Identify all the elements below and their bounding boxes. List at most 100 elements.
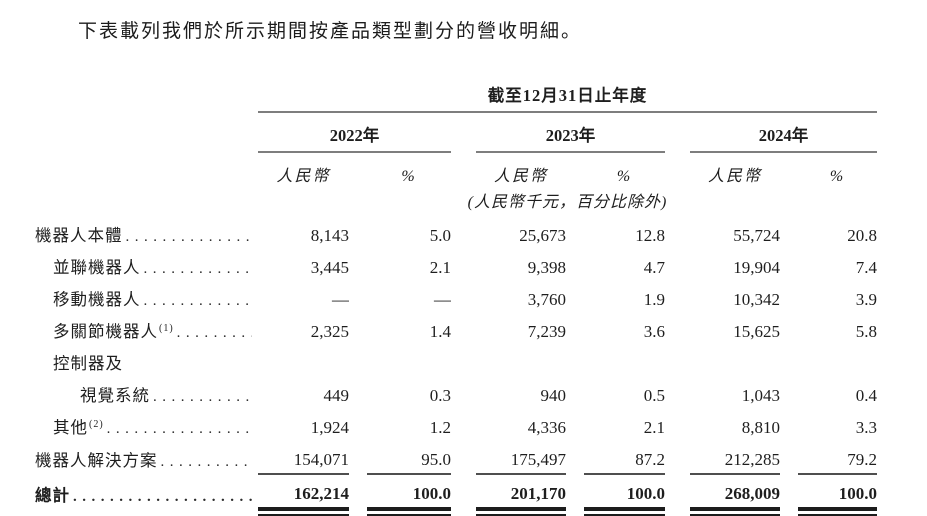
- table-row: 移動機器人...................................…: [35, 281, 877, 313]
- cell-value: 5.0: [429, 226, 451, 245]
- cell-value: [798, 345, 877, 377]
- column-gap: [566, 152, 584, 186]
- cell-value: 162,214: [258, 474, 349, 511]
- cell-value: 940: [540, 386, 567, 405]
- revenue-by-product-table: 截至12月31日止年度 2022年 2023年 2024年 人民幣 % 人民幣 …: [35, 82, 877, 516]
- cell-value: 79.2: [798, 441, 877, 475]
- cell-value: 8,810: [741, 418, 780, 437]
- row-label: 視覺系統....................................…: [35, 377, 258, 409]
- percent-column-header: %: [829, 168, 846, 185]
- column-gap: [349, 152, 367, 186]
- column-gap: [780, 509, 798, 515]
- cell-value: 3.6: [643, 322, 665, 341]
- cell-value: [476, 345, 566, 377]
- unit-note-row: (人民幣千元，百分比除外): [35, 186, 877, 217]
- label-spacer: [35, 509, 258, 515]
- column-gap: [665, 217, 690, 249]
- cell-value: [367, 345, 451, 377]
- column-gap: [349, 377, 367, 409]
- cell-value: [258, 345, 349, 377]
- cell-value: 3.3: [855, 418, 877, 437]
- row-label: 並聯機器人...................................…: [35, 249, 258, 281]
- cell-value: —: [332, 290, 349, 309]
- column-gap: [451, 474, 476, 509]
- row-label-text: 多關節機器人(1): [53, 322, 174, 341]
- column-gap: [780, 217, 798, 249]
- unit-header-row: 人民幣 % 人民幣 % 人民幣 %: [35, 152, 877, 186]
- row-label-text: 控制器及: [53, 354, 123, 373]
- leader-dots: ........................................…: [73, 489, 252, 505]
- leader-dots: ........................................…: [160, 454, 253, 470]
- year-header-2023: 2023年: [476, 112, 665, 153]
- column-gap: [451, 112, 476, 152]
- period-header: 截至12月31日止年度: [258, 82, 877, 113]
- footnote-marker: (2): [89, 418, 104, 430]
- leader-dots: ........................................…: [143, 261, 253, 277]
- column-gap: [451, 345, 476, 377]
- table-row: 並聯機器人...................................…: [35, 249, 877, 281]
- column-gap: [451, 377, 476, 409]
- column-gap: [665, 509, 690, 515]
- cell-value: 212,285: [690, 441, 780, 475]
- row-label: 多關節機器人(1)...............................…: [35, 313, 258, 345]
- cell-value: 154,071: [258, 441, 349, 475]
- cell-value: 20.8: [847, 226, 877, 245]
- cell-value: 55,724: [733, 226, 780, 245]
- column-gap: [665, 249, 690, 281]
- table-row: 視覺系統....................................…: [35, 377, 877, 409]
- cell-value: 15,625: [733, 322, 780, 341]
- cell-value: 1.2: [429, 418, 451, 437]
- row-label-text: 並聯機器人: [53, 258, 141, 277]
- cell-value: 8,143: [310, 226, 349, 245]
- leader-dots: ........................................…: [176, 325, 252, 341]
- year-header-row: 2022年 2023年 2024年: [35, 112, 877, 153]
- leader-dots: ........................................…: [106, 421, 252, 437]
- row-label: 控制器及: [35, 345, 258, 377]
- cell-value: 7.4: [855, 258, 877, 277]
- column-gap: [665, 377, 690, 409]
- cell-value: 449: [323, 386, 350, 405]
- cell-value: 9,398: [527, 258, 566, 277]
- period-header-row: 截至12月31日止年度: [35, 82, 877, 113]
- label-spacer: [35, 152, 258, 186]
- cell-value: 25,673: [519, 226, 566, 245]
- leader-dots: ........................................…: [153, 389, 252, 405]
- column-gap: [566, 249, 584, 281]
- unit-note: (人民幣千元，百分比除外): [467, 194, 668, 211]
- column-gap: [566, 217, 584, 249]
- leader-dots: ........................................…: [125, 229, 253, 245]
- cell-value: 100.0: [798, 474, 877, 511]
- cell-value: 2,325: [310, 322, 349, 341]
- column-gap: [349, 441, 367, 474]
- column-gap: [349, 313, 367, 345]
- footnote-marker: (1): [159, 322, 174, 334]
- column-gap: [665, 112, 690, 152]
- column-gap: [349, 249, 367, 281]
- cell-value: 4.7: [643, 258, 665, 277]
- column-gap: [780, 474, 798, 509]
- row-label-text: 移動機器人: [53, 290, 141, 309]
- row-label: 其他(2)...................................…: [35, 409, 258, 441]
- table-row: 多關節機器人(1)...............................…: [35, 313, 877, 345]
- column-gap: [451, 313, 476, 345]
- column-gap: [780, 152, 798, 186]
- intro-text: 下表載列我們於所示期間按產品類型劃分的營收明細。: [78, 21, 583, 42]
- column-gap: [349, 474, 367, 509]
- cell-value: —: [434, 290, 451, 309]
- column-gap: [566, 313, 584, 345]
- cell-value: 95.0: [367, 441, 451, 475]
- column-gap: [566, 441, 584, 474]
- cell-value: 10,342: [733, 290, 780, 309]
- cell-value: 268,009: [690, 474, 780, 511]
- column-gap: [780, 441, 798, 474]
- cell-value: 2.1: [429, 258, 451, 277]
- double-rule-segment: [584, 509, 665, 516]
- cell-value: 7,239: [527, 322, 566, 341]
- column-gap: [451, 409, 476, 441]
- percent-column-header: %: [401, 168, 417, 185]
- column-gap: [665, 409, 690, 441]
- column-gap: [451, 509, 476, 515]
- column-gap: [451, 217, 476, 249]
- rmb-column-header: 人民幣: [493, 168, 548, 185]
- cell-value: 4,336: [527, 418, 566, 437]
